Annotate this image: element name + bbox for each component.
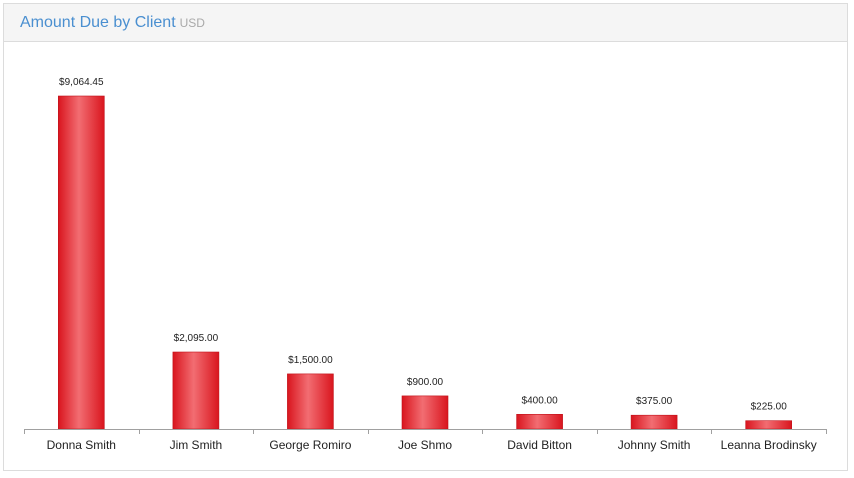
data-label-4: $400.00: [522, 395, 559, 406]
category-label-6: Leanna Brodinsky: [721, 438, 817, 452]
bar-5[interactable]: [630, 414, 678, 430]
category-label-3: Joe Shmo: [398, 438, 452, 452]
bar-1[interactable]: [172, 351, 220, 430]
bar-4[interactable]: [516, 413, 563, 430]
category-label-4: David Bitton: [507, 438, 572, 452]
bar-6[interactable]: [745, 420, 793, 430]
bar-3[interactable]: [401, 395, 449, 430]
category-label-0: Donna Smith: [47, 438, 116, 452]
data-label-0: $9,064.45: [59, 77, 104, 88]
category-label-5: Johnny Smith: [618, 438, 691, 452]
data-label-2: $1,500.00: [288, 355, 333, 366]
data-label-3: $900.00: [407, 377, 444, 388]
x-axis: Donna Smith Jim Smith George Romiro Joe Shm…: [24, 429, 827, 452]
category-label-1: Jim Smith: [170, 438, 223, 452]
chart-title: Amount Due by Client: [20, 13, 176, 31]
panel-header: Amount Due by Client USD: [4, 4, 847, 42]
chart-panel: Amount Due by Client USD: [3, 3, 848, 471]
data-label-6: $225.00: [751, 402, 788, 413]
bar-2[interactable]: [287, 373, 334, 430]
currency-unit: USD: [179, 15, 205, 30]
data-label-1: $2,095.00: [174, 333, 219, 344]
data-label-5: $375.00: [636, 396, 673, 407]
bars-group: $9,064.45 $2,095.00 $1,500.00 $900.00 $400.0…: [57, 77, 793, 430]
category-label-2: George Romiro: [269, 438, 351, 452]
bar-0[interactable]: [57, 95, 105, 430]
